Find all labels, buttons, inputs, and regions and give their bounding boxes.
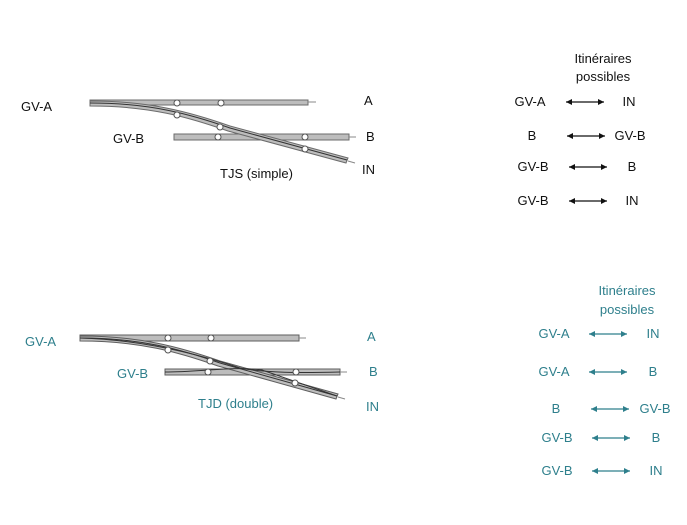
tjd-joint [164,334,172,342]
tjd-joint [292,368,300,376]
tjd-route-from: GV-A [538,326,569,341]
tjs-route-to: IN [623,94,636,109]
tjs-route: GV-A IN [514,94,635,109]
tjs-route: B GV-B [528,128,646,143]
tjs-route-from: GV-B [517,193,548,208]
tjs-track-diagram [89,99,356,164]
tjs-joint [173,99,181,107]
tjd-route-from: GV-A [538,364,569,379]
tjs-route-to: IN [626,193,639,208]
tjd-route: B GV-B [552,401,671,416]
tjd-routes-header-line1: Itinéraires [598,283,656,298]
tjd-routes-list: GV-A IN GV-A B B GV-B GV-B B GV-B IN [538,326,670,478]
tjs-label-gvb: GV-B [113,131,144,146]
tjs-route-from: B [528,128,537,143]
tjd-route: GV-A IN [538,326,659,341]
tjs-label-b: B [366,129,375,144]
tjd-joint [207,334,215,342]
tjd-label-a: A [367,329,376,344]
tjs-route-to: B [628,159,637,174]
tjs-label-in: IN [362,162,375,177]
tjd-track-diagram [79,334,347,400]
tjs-label-gva: GV-A [21,99,52,114]
tjs-title: TJS (simple) [220,166,293,181]
tjd-label-b: B [369,364,378,379]
tjs-label-a: A [364,93,373,108]
tjd-route-to: B [649,364,658,379]
tjd-joint [164,346,172,354]
tjs-joint [301,133,309,141]
tjd-rail-in [79,335,339,400]
tjd-route-to: GV-B [639,401,670,416]
tjd-label-gva: GV-A [25,334,56,349]
tjd-joint [291,379,299,387]
tjs-routes-list: GV-A IN B GV-B GV-B B GV-B IN [514,94,645,208]
tjs-route: GV-B B [517,159,636,174]
tjd-route: GV-B IN [541,463,662,478]
tjd-joint [204,368,212,376]
tjd-route: GV-B B [541,430,660,445]
tjs-joint [301,145,309,153]
tjd-route-to: B [652,430,661,445]
tjs-joint [217,99,225,107]
tjs-route-from: GV-A [514,94,545,109]
tjs-routes-header-line1: Itinéraires [574,51,632,66]
tjs-route-from: GV-B [517,159,548,174]
tjs-joint [216,123,224,131]
tjd-route-from: GV-B [541,430,572,445]
tjs-route: GV-B IN [517,193,638,208]
tjd-routes-header-line2: possibles [600,302,655,317]
tjd-route-from: B [552,401,561,416]
tjd-label-gvb: GV-B [117,366,148,381]
tjs-joint [173,111,181,119]
tjd-label-in: IN [366,399,379,414]
tjs-route-to: GV-B [614,128,645,143]
tjd-joint [206,357,214,365]
tjs-joint [214,133,222,141]
tjd-route-to: IN [647,326,660,341]
tjd-title: TJD (double) [198,396,273,411]
tjs-routes-header-line2: possibles [576,69,631,84]
tjs-rail-in [89,100,349,164]
tjd-route-from: GV-B [541,463,572,478]
tjd-route: GV-A B [538,364,657,379]
tjd-route-to: IN [650,463,663,478]
